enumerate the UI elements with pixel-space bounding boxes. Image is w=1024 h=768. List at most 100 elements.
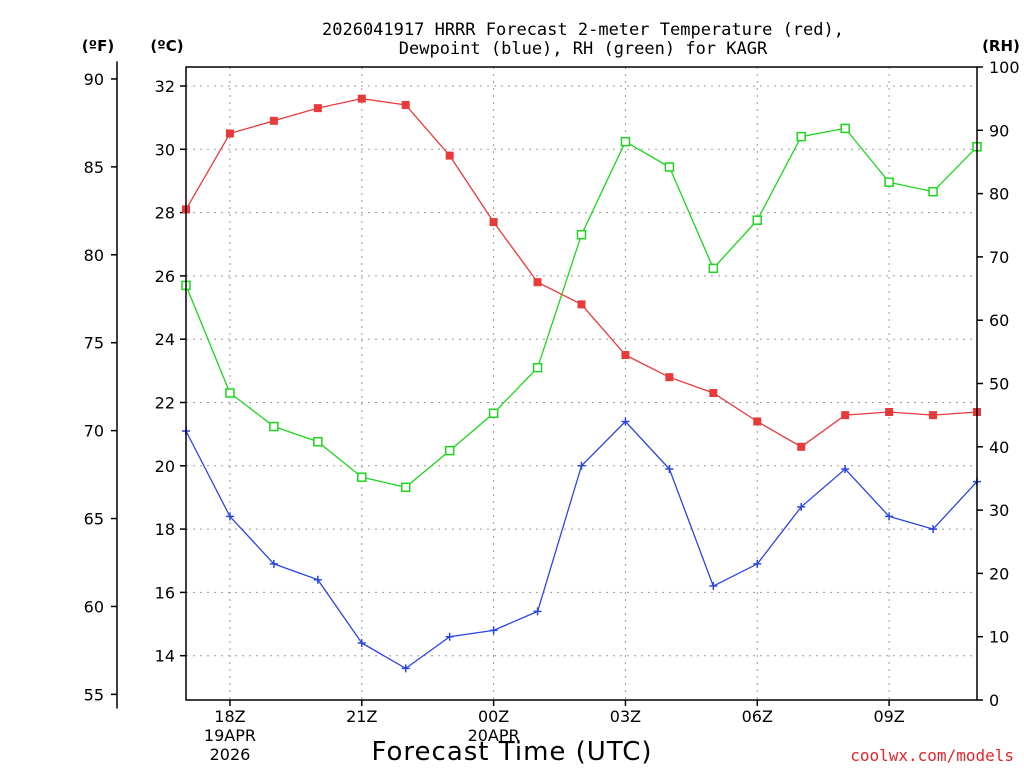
dewpoint-point: [929, 525, 938, 534]
temperature-point: [357, 94, 366, 103]
dewpoint-point: [753, 559, 762, 568]
rh-tick-label: 20: [989, 564, 1009, 583]
dewpoint-point: [621, 417, 630, 426]
rh-point: [576, 229, 587, 240]
temperature-point: [929, 411, 938, 420]
dewpoint-line: [185, 420, 978, 670]
rh-tick-label: 40: [989, 438, 1009, 457]
unit-fahrenheit-label: (ºF): [82, 37, 114, 55]
fahrenheit-tick-label: 65: [84, 510, 104, 529]
temperature-point: [577, 300, 586, 309]
rh-point: [313, 436, 323, 447]
temperature-point: [621, 351, 630, 360]
rh-point: [400, 482, 411, 493]
celsius-tick-label: 28: [155, 204, 175, 223]
rh-tick-label: 0: [989, 691, 999, 710]
time-tick-date: 20APR: [468, 726, 520, 745]
rh-point: [444, 445, 455, 456]
time-tick-label: 03Z: [610, 707, 641, 726]
dewpoint-series: [182, 417, 981, 673]
temperature-point: [885, 407, 894, 416]
dewpoint-point: [225, 512, 234, 521]
x-axis-label: Forecast Time (UTC): [371, 737, 652, 767]
celsius-tick-label: 26: [155, 267, 175, 286]
rh-point: [928, 186, 938, 197]
rh-axis: 0 10 20 30 40 50 60 70 80 90 100: [977, 58, 1020, 710]
celsius-axis: 14 16 18 20 22 24 26 28 30 32: [155, 77, 186, 666]
temperature-line: [185, 97, 978, 448]
plot-frame: [185, 66, 978, 701]
fahrenheit-tick-label: 55: [84, 685, 104, 704]
rh-point: [884, 177, 894, 187]
data-series: [181, 94, 982, 673]
dewpoint-point: [269, 559, 278, 568]
rh-point: [532, 362, 543, 373]
dewpoint-point: [841, 464, 850, 473]
unit-celsius-label: (ºC): [150, 37, 183, 55]
dewpoint-point: [797, 502, 806, 511]
time-tick-label: 21Z: [346, 707, 377, 726]
rh-point: [752, 215, 763, 225]
time-tick-label: 00Z: [478, 707, 509, 726]
rh-point: [488, 408, 499, 419]
rh-point: [840, 123, 850, 134]
celsius-tick-label: 20: [155, 457, 175, 476]
temperature-point: [841, 411, 850, 420]
rh-point: [269, 421, 279, 432]
time-tick-year: 2026: [210, 745, 251, 764]
time-tick-label: 06Z: [742, 707, 773, 726]
grid-lines: [186, 67, 977, 700]
temperature-point: [313, 104, 322, 113]
rh-tick-label: 100: [989, 58, 1020, 77]
rh-tick-label: 60: [989, 311, 1009, 330]
temperature-point: [225, 129, 234, 138]
dewpoint-point: [665, 464, 674, 473]
rh-point: [796, 131, 806, 142]
fahrenheit-tick-label: 85: [84, 158, 104, 177]
unit-rh-label: (RH): [982, 37, 1020, 55]
temperature-point: [401, 100, 410, 109]
dewpoint-point: [489, 626, 498, 635]
rh-point: [708, 263, 719, 274]
temperature-point: [533, 278, 542, 287]
rh-point: [357, 472, 367, 482]
rh-tick-label: 80: [989, 185, 1009, 204]
dewpoint-point: [313, 575, 322, 584]
fahrenheit-axis: 55 60 65 70 75 80 85 90: [84, 61, 118, 709]
temperature-point: [709, 388, 718, 397]
temperature-point: [797, 442, 806, 451]
temperature-point: [269, 116, 278, 125]
rh-tick-label: 10: [989, 628, 1009, 647]
temperature-point: [489, 218, 498, 227]
dewpoint-point: [357, 639, 366, 648]
celsius-tick-label: 30: [155, 140, 175, 159]
credit-text: coolwx.com/models: [850, 746, 1014, 765]
rh-point: [225, 388, 235, 398]
time-tick-label: 18Z: [214, 707, 245, 726]
time-tick-date: 19APR: [204, 726, 256, 745]
rh-point: [620, 136, 631, 147]
fahrenheit-tick-label: 90: [84, 70, 104, 89]
dewpoint-point: [709, 582, 718, 591]
rh-tick-label: 50: [989, 375, 1009, 394]
rh-point: [664, 162, 675, 172]
rh-tick-label: 70: [989, 248, 1009, 267]
temperature-series: [182, 94, 981, 451]
chart-title-line2: Dewpoint (blue), RH (green) for KAGR: [399, 39, 768, 59]
dewpoint-point: [445, 632, 454, 641]
fahrenheit-tick-label: 80: [84, 246, 104, 265]
fahrenheit-tick-label: 60: [84, 597, 104, 616]
rh-tick-label: 30: [989, 501, 1009, 520]
celsius-tick-label: 16: [155, 583, 175, 602]
time-tick-label: 09Z: [873, 707, 904, 726]
celsius-tick-label: 24: [155, 330, 175, 349]
celsius-tick-label: 22: [155, 393, 175, 412]
fahrenheit-tick-label: 75: [84, 334, 104, 353]
dewpoint-point: [577, 461, 586, 470]
rh-tick-label: 90: [989, 121, 1009, 140]
fahrenheit-tick-label: 70: [84, 422, 104, 441]
temperature-point: [445, 151, 454, 160]
celsius-tick-label: 18: [155, 520, 175, 539]
